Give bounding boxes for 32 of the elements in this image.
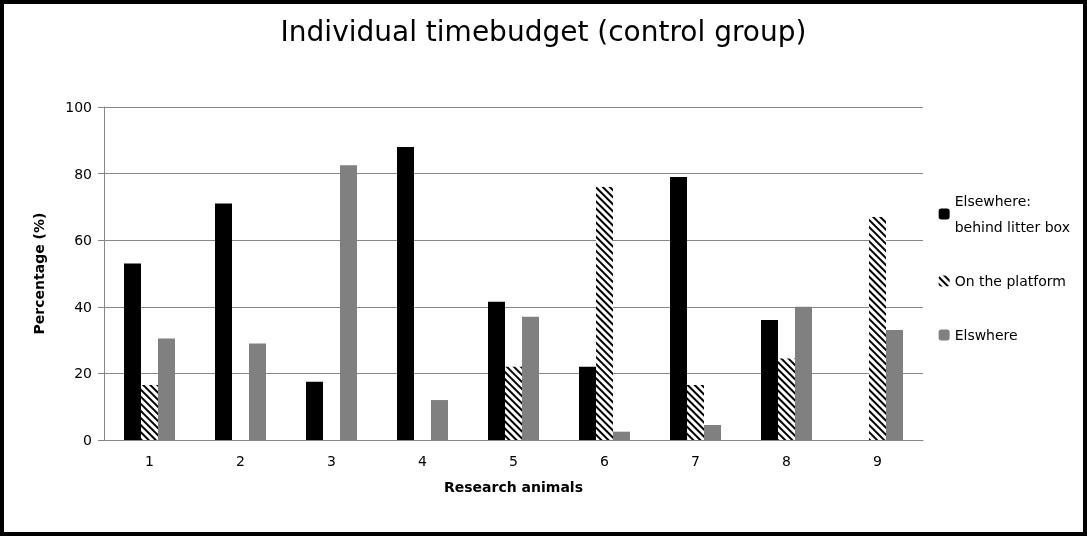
legend-label: Elsewhere: behind litter box — [954, 193, 1070, 235]
x-tick-label: 4 — [418, 453, 428, 469]
y-tick-label: 20 — [74, 365, 92, 382]
bar — [704, 425, 721, 440]
x-tick-label: 2 — [236, 453, 245, 469]
bar — [488, 301, 505, 440]
bar — [431, 400, 448, 440]
y-tick-label: 80 — [74, 165, 92, 182]
y-tick-label: 100 — [65, 99, 92, 115]
legend-label: Elswhere — [954, 327, 1018, 343]
bar — [397, 146, 414, 440]
y-tick-label: 40 — [74, 298, 92, 315]
bar — [761, 320, 778, 440]
x-axis-title: Research animals — [444, 479, 583, 495]
y-tick-label: 60 — [74, 232, 92, 249]
chart-title: Individual timebudget (control group) — [280, 14, 807, 48]
bar — [670, 176, 687, 440]
bar — [306, 381, 323, 440]
x-tick-label: 1 — [145, 453, 154, 469]
bar — [215, 203, 232, 440]
x-tick-label: 7 — [691, 453, 700, 469]
bar — [124, 263, 141, 440]
bar — [579, 366, 596, 440]
y-axis-title: Percentage (%) — [31, 212, 47, 335]
x-tick-label: 8 — [782, 453, 791, 469]
x-tick-label: 3 — [327, 453, 336, 469]
x-tick-label: 5 — [509, 453, 518, 469]
y-tick-label: 0 — [83, 432, 92, 448]
x-tick-label: 9 — [873, 453, 882, 469]
legend-label: On the platform — [954, 273, 1066, 289]
x-tick-label: 6 — [600, 453, 610, 469]
bar — [613, 431, 630, 440]
